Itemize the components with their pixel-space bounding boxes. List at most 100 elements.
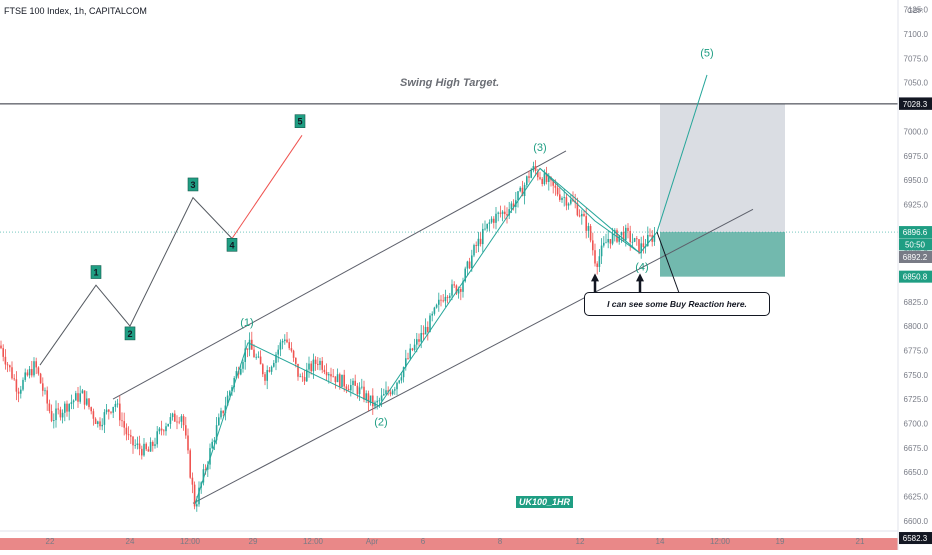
candle-body <box>341 374 343 388</box>
wave-label: (3) <box>533 142 546 154</box>
y-tick-label: 6750.0 <box>904 371 929 380</box>
candle-body <box>367 393 370 403</box>
candle-body <box>297 363 299 377</box>
wave-box-label: 1 <box>93 268 98 278</box>
candle-body <box>277 349 279 355</box>
candle-body <box>229 391 231 396</box>
candle-body <box>490 218 493 223</box>
candle-body <box>462 281 464 292</box>
x-tick-label: 12:00 <box>303 537 324 546</box>
y-tick-label: 7100.0 <box>904 30 929 39</box>
candle-body <box>449 295 451 298</box>
candle-body <box>187 435 189 451</box>
candle-body <box>484 228 486 230</box>
candle-body <box>101 424 103 427</box>
price-label: 7028.3 <box>903 100 928 109</box>
candle-body <box>444 296 447 302</box>
candle-body <box>163 430 165 432</box>
candle-body <box>253 349 255 358</box>
candle-body <box>339 374 341 388</box>
candle-body <box>352 380 354 386</box>
candle-body <box>2 348 4 357</box>
candle-body <box>343 374 345 387</box>
candle-body <box>451 284 453 296</box>
candle-body <box>178 421 180 423</box>
candle-body <box>83 390 86 405</box>
candle-body <box>53 420 55 421</box>
candle-body <box>108 409 110 412</box>
candle-body <box>405 358 407 368</box>
candle-body <box>534 166 537 172</box>
candle-body <box>299 376 301 378</box>
y-tick-label: 6675.0 <box>904 444 929 453</box>
candle-body <box>17 391 20 394</box>
candle-body <box>264 374 266 381</box>
candle-body <box>246 348 249 350</box>
candle-body <box>497 212 499 214</box>
candle-body <box>455 285 458 294</box>
candle-body <box>28 369 31 376</box>
candle-body <box>33 361 35 376</box>
candle-body <box>391 390 394 395</box>
x-tick-label: 29 <box>249 537 258 546</box>
candle-body <box>61 412 64 418</box>
candle-body <box>512 203 515 207</box>
candle-body <box>6 364 9 366</box>
channel-lower <box>192 208 754 504</box>
candle-body <box>345 386 348 389</box>
candle-body <box>42 383 44 391</box>
wave-box <box>294 114 306 128</box>
candle-body <box>347 388 350 391</box>
candle-body <box>224 405 227 414</box>
candle-body <box>286 339 288 343</box>
candle-body <box>418 339 420 342</box>
candle-body <box>11 367 13 379</box>
candle-body <box>576 203 579 216</box>
candle-body <box>231 387 233 392</box>
wave-box <box>124 326 136 341</box>
candle-body <box>638 239 640 253</box>
candle-body <box>141 448 143 456</box>
price-label-box <box>899 270 932 283</box>
candle-body <box>220 410 222 418</box>
y-tick-label: 7050.0 <box>904 79 929 88</box>
candle-body <box>317 363 319 365</box>
candle-body <box>380 395 383 401</box>
candle-body <box>46 390 48 404</box>
candle-body <box>209 448 211 465</box>
candle-body <box>640 243 642 253</box>
candle-body <box>121 420 123 422</box>
candle-body <box>332 376 334 378</box>
candle-body <box>165 426 167 432</box>
candle-body <box>592 240 594 251</box>
candle-body <box>416 339 418 345</box>
candle-body <box>622 231 625 241</box>
candle-body <box>207 464 209 470</box>
candle-body <box>321 360 323 370</box>
candle-body <box>266 370 268 381</box>
wave-line <box>39 196 233 366</box>
x-tick-label: 12:00 <box>710 537 731 546</box>
candle-body <box>594 250 596 264</box>
candle-body <box>396 382 398 390</box>
candle-body <box>385 390 387 394</box>
candle-body <box>495 213 497 223</box>
bottom-band <box>0 538 898 555</box>
candle-body <box>242 362 244 369</box>
candle-body <box>244 348 246 363</box>
candle-body <box>561 198 563 200</box>
candle-body <box>13 378 15 380</box>
candle-body <box>328 374 330 376</box>
candle-body <box>198 487 200 505</box>
y-tick-label: 7000.0 <box>904 127 929 136</box>
buy-reaction-callout[interactable]: I can see some Buy Reaction here. <box>584 292 770 316</box>
y-tick-label: 7075.0 <box>904 54 929 63</box>
candle-body <box>31 369 33 376</box>
candle-body <box>134 444 136 446</box>
candle-body <box>330 374 332 377</box>
candle-body <box>633 238 636 242</box>
candle-body <box>158 428 161 432</box>
candle-body <box>334 376 337 383</box>
candle-body <box>182 416 185 426</box>
